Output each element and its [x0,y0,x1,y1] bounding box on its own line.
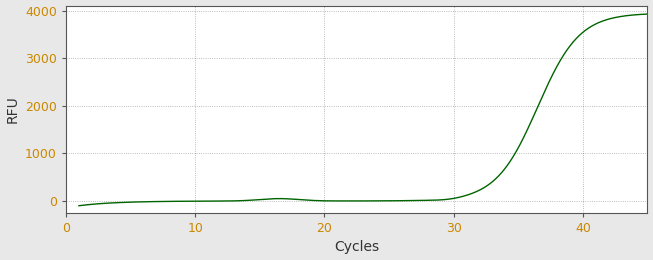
Y-axis label: RFU: RFU [6,95,20,123]
X-axis label: Cycles: Cycles [334,240,379,255]
